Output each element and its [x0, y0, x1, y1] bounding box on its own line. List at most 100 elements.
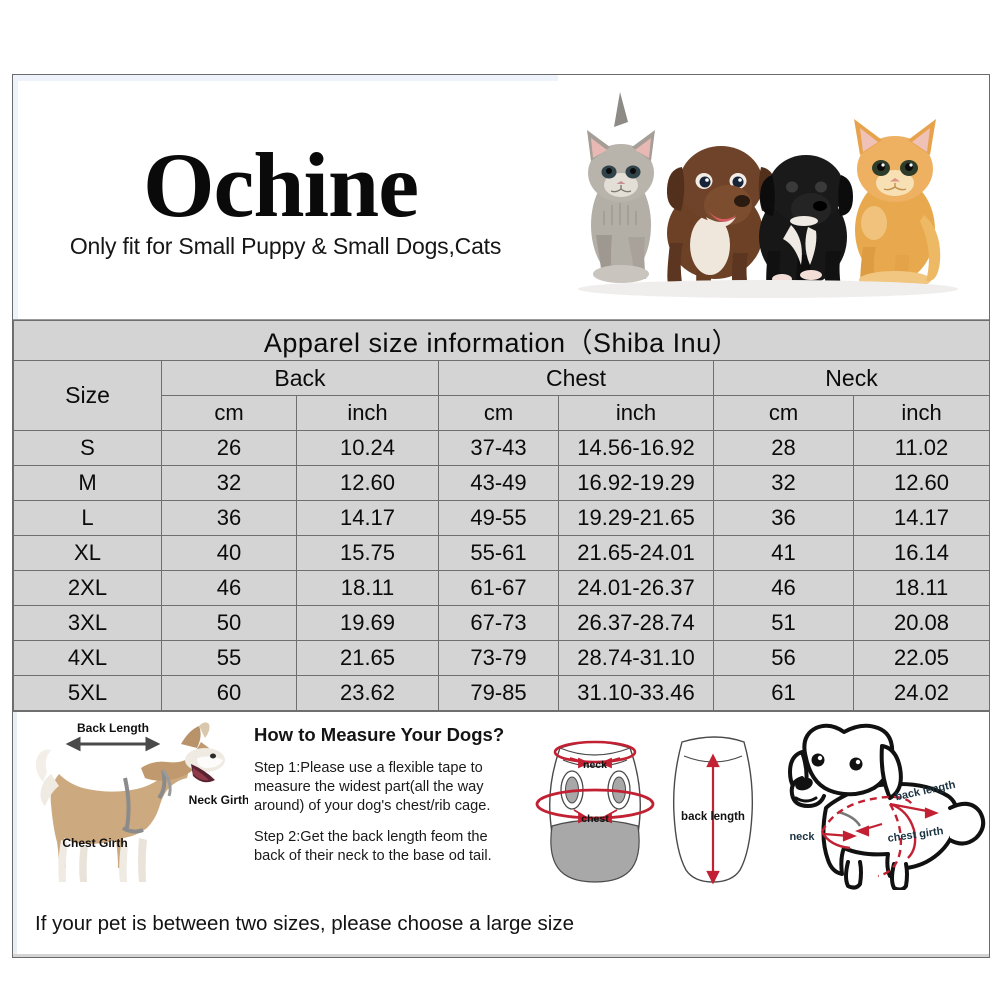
cell-neck-inch: 16.14	[852, 535, 991, 571]
label-garment-back-length: back length	[681, 811, 745, 823]
table-row: S 26 10.24 37-43 14.56-16.92 28 11.02	[13, 430, 991, 466]
cell-neck-cm: 32	[713, 465, 854, 501]
cell-back-cm: 60	[161, 675, 297, 711]
cell-chest-cm: 67-73	[438, 605, 559, 641]
pets-photo	[558, 75, 989, 319]
header-group-chest: Chest	[438, 360, 714, 396]
header-neck-cm: cm	[713, 395, 854, 431]
cell-chest-inch: 31.10-33.46	[558, 675, 714, 711]
cell-size: M	[13, 465, 162, 501]
cell-back-cm: 32	[161, 465, 297, 501]
label-garment-chest: chest	[581, 813, 609, 825]
cell-neck-cm: 46	[713, 570, 854, 606]
brand-header: Ochine Only fit for Small Puppy & Small …	[13, 75, 989, 320]
size-table-wrap: Apparel size information（Shiba Inu） Size…	[12, 320, 991, 711]
cell-neck-cm: 28	[713, 430, 854, 466]
cell-chest-cm: 73-79	[438, 640, 559, 676]
cell-back-cm: 40	[161, 535, 297, 571]
header-chest-inch: inch	[558, 395, 714, 431]
cell-back-inch: 15.75	[296, 535, 439, 571]
header-back-inch: inch	[296, 395, 439, 431]
brand-name: Ochine	[142, 134, 419, 237]
cell-back-inch: 18.11	[296, 570, 439, 606]
cell-back-inch: 12.60	[296, 465, 439, 501]
cell-back-cm: 36	[161, 500, 297, 536]
cell-size: 4XL	[13, 640, 162, 676]
cell-chest-inch: 21.65-24.01	[558, 535, 714, 571]
chart-card: Ochine Only fit for Small Puppy & Small …	[12, 74, 991, 958]
cell-size: L	[13, 500, 162, 536]
label-neck-girth: Neck Girth	[189, 793, 248, 807]
cell-chest-inch: 26.37-28.74	[558, 605, 714, 641]
cell-back-inch: 14.17	[296, 500, 439, 536]
table-row: L 36 14.17 49-55 19.29-21.65 36 14.17	[13, 500, 991, 536]
header-neck-inch: inch	[852, 395, 991, 431]
cell-neck-inch: 20.08	[852, 605, 991, 641]
header-chest-cm: cm	[438, 395, 559, 431]
cell-chest-inch: 28.74-31.10	[558, 640, 714, 676]
cell-neck-inch: 14.17	[852, 500, 991, 536]
measure-panel: Back Length Neck Girth Chest Girth How t…	[13, 711, 989, 954]
label-chest-girth: Chest Girth	[62, 836, 127, 850]
cell-back-cm: 50	[161, 605, 297, 641]
label-garment-neck: neck	[583, 759, 607, 771]
table-row: 5XL 60 23.62 79-85 31.10-33.46 61 24.02	[13, 675, 991, 711]
orange-kitten	[854, 119, 941, 289]
table-unit-header-row: cm inch cm inch cm inch	[14, 395, 991, 431]
cell-chest-inch: 16.92-19.29	[558, 465, 714, 501]
cell-neck-cm: 61	[713, 675, 854, 711]
cell-back-inch: 21.65	[296, 640, 439, 676]
cell-chest-cm: 37-43	[438, 430, 559, 466]
howto-step2: Step 2:Get the back length feom the back…	[254, 829, 492, 865]
footer-tagline: If your pet is between two sizes, please…	[35, 912, 574, 935]
garment-front: neck chest	[535, 740, 655, 883]
cell-chest-cm: 55-61	[438, 535, 559, 571]
black-puppy	[759, 155, 853, 289]
cell-chest-inch: 14.56-16.92	[558, 430, 714, 466]
cell-neck-cm: 36	[713, 500, 854, 536]
table-title: Apparel size information（Shiba Inu）	[12, 320, 991, 361]
cell-back-inch: 19.69	[296, 605, 439, 641]
table-row: 2XL 46 18.11 61-67 24.01-26.37 46 18.11	[13, 570, 991, 606]
cell-neck-inch: 12.60	[852, 465, 991, 501]
table-row: 3XL 50 19.69 67-73 26.37-28.74 51 20.08	[13, 605, 991, 641]
table-title-row: Apparel size information（Shiba Inu）	[12, 320, 991, 361]
cell-chest-cm: 79-85	[438, 675, 559, 711]
howto-block: How to Measure Your Dogs? Step 1:Please …	[248, 712, 514, 890]
cell-size: 5XL	[13, 675, 162, 711]
gray-kitten	[587, 92, 655, 283]
header-group-back: Back	[161, 360, 439, 396]
size-table: Apparel size information（Shiba Inu） Size…	[12, 320, 991, 711]
cell-neck-inch: 22.05	[852, 640, 991, 676]
header-group-neck: Neck	[712, 360, 991, 396]
label-puppy-neck: neck	[789, 831, 815, 843]
table-group-header-row: Size Back Chest Neck	[13, 360, 991, 431]
cell-size: 3XL	[13, 605, 162, 641]
table-row: XL 40 15.75 55-61 21.65-24.01 41 16.14	[13, 535, 991, 571]
header-size: Size	[13, 360, 162, 431]
cell-size: 2XL	[13, 570, 162, 606]
table-row: 4XL 55 21.65 73-79 28.74-31.10 56 22.05	[13, 640, 991, 676]
brand-tagline: Only fit for Small Puppy & Small Dogs,Ca…	[69, 232, 502, 259]
cell-chest-inch: 19.29-21.65	[558, 500, 714, 536]
label-back-length: Back Length	[77, 721, 149, 735]
cell-neck-inch: 24.02	[852, 675, 991, 711]
cell-back-cm: 55	[161, 640, 297, 676]
cell-back-inch: 23.62	[296, 675, 439, 711]
cell-neck-cm: 41	[713, 535, 854, 571]
cell-size: S	[13, 430, 162, 466]
cell-neck-inch: 18.11	[852, 570, 991, 606]
cell-neck-cm: 56	[713, 640, 854, 676]
cell-back-cm: 26	[161, 430, 297, 466]
howto-title: How to Measure Your Dogs?	[254, 724, 505, 745]
cell-chest-cm: 49-55	[438, 500, 559, 536]
cell-neck-cm: 51	[713, 605, 854, 641]
garment-diagram: neck chest back length	[514, 712, 782, 890]
puppy-measure-illustration: back length chest girth neck	[782, 712, 989, 892]
garment-back: back length	[673, 736, 753, 885]
howto-step1: Step 1:Please use a flexible tape to mea…	[254, 760, 491, 815]
brown-puppy	[666, 146, 777, 289]
table-row: M 32 12.60 43-49 16.92-19.29 32 12.60	[13, 465, 991, 501]
brand-block: Ochine Only fit for Small Puppy & Small …	[13, 75, 558, 319]
